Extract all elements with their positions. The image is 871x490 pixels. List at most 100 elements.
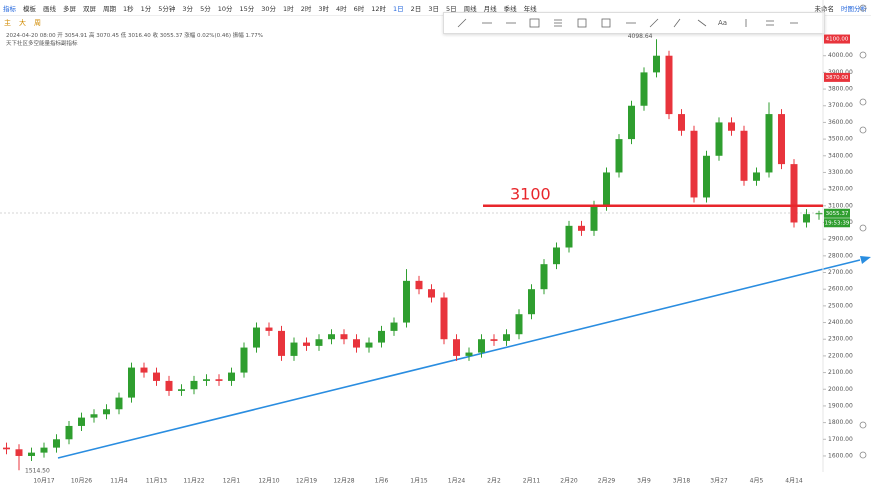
candle-body	[265, 327, 273, 331]
trend-line	[57, 259, 861, 459]
period-button[interactable]: 1秒	[123, 4, 134, 13]
candle-body	[53, 439, 60, 448]
candle-body	[565, 225, 573, 248]
x-tick-label: 3月18	[673, 478, 691, 485]
price-tag	[824, 208, 850, 218]
candle-body	[628, 105, 635, 140]
toolbar-button[interactable]: 模板	[23, 4, 36, 13]
x-tick-label: 1月6	[375, 478, 389, 485]
x-tick-label: 12月28	[333, 478, 354, 485]
period-button[interactable]: 5分钟	[158, 4, 176, 13]
x-tick-label: 12月19	[296, 478, 317, 485]
y-tick-label: 3900.00	[828, 69, 853, 76]
candle-body	[240, 347, 248, 373]
candle-body	[815, 213, 823, 215]
period-button[interactable]: 年线	[523, 4, 537, 13]
toolbar-right[interactable]: 未命名	[814, 4, 835, 13]
period-button[interactable]: 5分	[200, 4, 211, 13]
candle-body	[340, 334, 348, 340]
period-button[interactable]: 2时	[300, 4, 312, 13]
x-tick-label: 2月2	[487, 478, 501, 485]
candle-body	[578, 225, 585, 231]
sub-toolbar: 主大周	[0, 16, 440, 30]
toolbar-button[interactable]: 周期	[103, 4, 116, 13]
candle-body	[3, 447, 10, 450]
candle-body	[228, 372, 235, 381]
price-line-label: 3100	[510, 184, 551, 203]
toolbar-button[interactable]: 多屏	[63, 4, 76, 13]
period-button[interactable]: 6时	[353, 4, 365, 13]
toolbar-button[interactable]: 画线	[43, 4, 56, 13]
toolbar-right[interactable]: 时图分析	[841, 4, 867, 13]
candle-body	[440, 297, 448, 340]
period-button[interactable]: 3日	[428, 4, 439, 13]
toolbar-button[interactable]: 指标	[3, 4, 16, 13]
y-tick-label: 2600.00	[828, 286, 853, 293]
y-tick-label: 1900.00	[828, 402, 853, 409]
candle-body	[790, 164, 798, 223]
candle-body	[590, 205, 598, 231]
y-tick-label: 2700.00	[828, 269, 853, 276]
sub-button[interactable]: 周	[34, 19, 41, 27]
y-tick-label: 2000.00	[828, 386, 853, 393]
period-button[interactable]: 15分	[239, 4, 255, 13]
y-tick-label: 2100.00	[828, 369, 853, 376]
candle-body	[203, 379, 210, 381]
ohlc-info: 2024-04-20 08:00 开 3054.91 高 3070.45 低 3…	[6, 33, 263, 39]
period-button[interactable]: 季线	[503, 4, 517, 13]
candle-body	[390, 322, 398, 331]
trend-arrow	[860, 256, 871, 264]
period-button[interactable]: 1分	[140, 4, 152, 13]
candle-body	[515, 314, 523, 335]
period-button[interactable]: 10分	[217, 4, 233, 13]
period-button[interactable]: 3时	[318, 4, 329, 13]
candle-body	[290, 342, 298, 356]
period-button[interactable]: 3分	[182, 4, 194, 13]
period-button[interactable]: 2日	[410, 4, 422, 13]
x-tick-label: 11月22	[183, 478, 204, 485]
candle-body	[728, 122, 735, 131]
candle-body	[253, 327, 260, 348]
period-button[interactable]: 12时	[371, 4, 387, 13]
sidebar-icons	[859, 4, 867, 459]
toolbar: 指标 模板 画线 多屏 双屏 周期 1秒 1分 5分钟 3分 5分 10分 15分 30分 1时 2时 3时 4时…	[0, 0, 871, 16]
sub-button[interactable]: 主	[4, 19, 11, 27]
period-button[interactable]: 周线	[463, 4, 477, 13]
x-tick-label: 4月14	[785, 478, 803, 485]
period-button[interactable]: 4时	[335, 4, 347, 13]
info-panel: 2024-04-20 08:00 开 3054.91 高 3070.45 低 3…	[6, 32, 263, 48]
candle-body	[115, 397, 123, 410]
x-tick-label: 10月26	[71, 478, 92, 485]
drawing-toolbar[interactable]: Aa	[443, 12, 825, 34]
period-button[interactable]: 30分	[261, 4, 277, 13]
candle-body	[215, 379, 223, 381]
price-tag	[824, 72, 850, 82]
period-button[interactable]: 月线	[483, 4, 497, 13]
sub-button[interactable]: 大	[19, 19, 26, 27]
candle-body	[303, 342, 310, 346]
y-tick-label: 2900.00	[828, 236, 853, 243]
x-tick-label: 10月17	[33, 478, 54, 485]
y-tick-label: 3100.00	[828, 202, 853, 209]
period-button[interactable]: 1时	[283, 4, 294, 13]
drawing-tool-icons: Aa	[457, 18, 798, 28]
y-tick-label: 2500.00	[828, 302, 853, 309]
candle-body	[415, 280, 423, 290]
period-button[interactable]: 5日	[445, 4, 457, 13]
candle-body	[278, 330, 285, 356]
candle-body	[128, 367, 135, 398]
toolbar-button[interactable]: 双屏	[83, 4, 96, 13]
x-tick-label: 1月15	[410, 478, 428, 485]
x-tick-label: 3月27	[710, 478, 728, 485]
candle-body	[153, 372, 160, 381]
candle-body	[665, 55, 673, 115]
period-button[interactable]: 1日	[393, 4, 404, 13]
candle-body	[553, 247, 560, 265]
candle-body	[165, 380, 173, 391]
candle-body	[803, 214, 810, 223]
price-tag-label: 3055.37	[826, 211, 849, 217]
x-tick-label: 2月20	[560, 478, 578, 485]
candle-body	[503, 334, 510, 341]
